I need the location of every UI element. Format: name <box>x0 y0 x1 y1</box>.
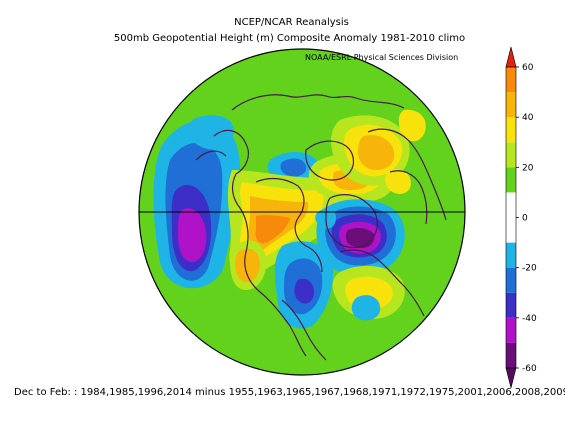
colorbar-swatch <box>506 67 516 93</box>
anomaly-field <box>139 49 465 375</box>
figure-title: NCEP/NCAR Reanalysis <box>234 17 349 28</box>
colorbar-tick-label: 20 <box>522 163 534 173</box>
colorbar-swatch <box>506 242 516 268</box>
coastline-north-america-west <box>213 129 307 357</box>
colorbar-tick-label: -20 <box>522 264 537 274</box>
contour-russia-ridge-3 <box>358 134 395 170</box>
figure-subtitle: 500mb Geopotential Height (m) Composite … <box>113 33 466 44</box>
contour-aleutian-low <box>188 115 234 150</box>
contour-med-low-3 <box>294 278 314 304</box>
colorbar-tick-label: 0 <box>522 214 528 224</box>
credit-label: NOAA/ESRL Physical Sciences Division <box>305 53 459 62</box>
coastline-gulf-coast <box>281 299 327 361</box>
coastlines <box>195 94 447 361</box>
contour-central-asia-high <box>385 169 411 194</box>
coastline-scandinavia <box>325 194 378 249</box>
coastline-hudson-bay <box>255 177 323 273</box>
coastline-arctic-siberia <box>231 94 405 111</box>
colorbar-extension-bottom <box>505 367 517 389</box>
colorbar-swatch <box>506 292 516 318</box>
colorbar-swatch <box>506 317 516 343</box>
colorbar-swatch <box>506 267 516 293</box>
colorbar-tick-label: 40 <box>522 113 534 123</box>
coastline-russia-pacific <box>367 128 447 221</box>
contour-arctic-low-core <box>280 158 307 177</box>
colorbar-swatch <box>506 342 516 368</box>
colorbar-tick-label: 60 <box>522 63 534 73</box>
colorbar-swatch <box>506 117 516 143</box>
contour-pacific-low-4 <box>178 208 207 262</box>
colorbar-swatch <box>506 142 516 168</box>
coastline-europe-south <box>339 249 425 317</box>
colorbar-swatch <box>506 192 516 243</box>
colorbar-extension-top <box>505 46 517 68</box>
coastline-aleutians <box>195 150 227 161</box>
colorbar-swatch <box>506 167 516 193</box>
colorbar-swatch <box>506 92 516 118</box>
colorbar-tick-label: -40 <box>522 314 537 324</box>
composite-years-caption: Dec to Feb: : 1984,1985,1996,2014 minus … <box>14 387 565 398</box>
contour-canada-ridge-4 <box>255 215 290 244</box>
coastline-greenland <box>305 140 355 181</box>
contour-nw-mexico-ridge-2 <box>235 248 260 283</box>
colorbar-tick-label: -60 <box>522 364 537 374</box>
contour-tropical-atlantic-low <box>351 295 381 321</box>
colorbar: 60 40 20 0 -20 -40 -60 <box>505 46 537 389</box>
contour-far-east-high <box>398 109 426 142</box>
